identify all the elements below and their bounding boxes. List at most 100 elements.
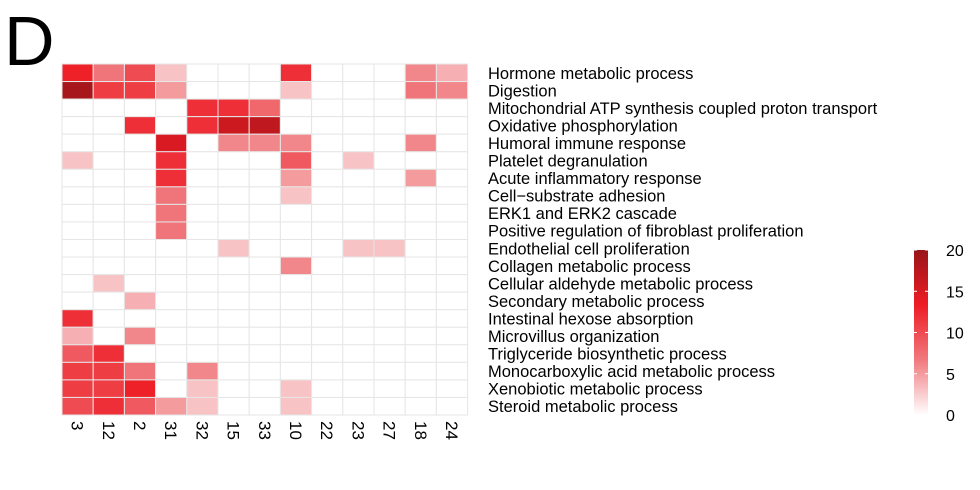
heatmap-cell xyxy=(248,168,281,188)
column-label: 24 xyxy=(442,421,461,440)
heatmap-cell xyxy=(186,133,219,153)
heatmap-cell xyxy=(404,291,437,311)
heatmap-cell xyxy=(92,186,125,205)
heatmap-cell xyxy=(342,81,375,100)
heatmap-cell xyxy=(342,361,375,381)
heatmap-cell xyxy=(61,379,94,398)
heatmap-cell xyxy=(155,344,188,363)
heatmap-cell xyxy=(435,203,469,223)
heatmap-cell xyxy=(61,186,94,205)
heatmap-cells xyxy=(61,63,469,416)
heatmap-cell xyxy=(342,98,375,118)
row-label: Microvillus organization xyxy=(488,328,660,346)
heatmap-cell xyxy=(248,133,281,153)
heatmap-cell xyxy=(186,274,219,293)
heatmap-cell xyxy=(92,221,125,240)
heatmap-cell xyxy=(61,151,94,170)
heatmap-cell xyxy=(123,133,157,153)
heatmap-cell xyxy=(186,186,219,205)
heatmap-cell xyxy=(123,344,157,363)
heatmap-cell xyxy=(279,326,313,346)
column-label: 3 xyxy=(68,421,87,430)
heatmap-cell xyxy=(373,396,406,416)
heatmap-cell xyxy=(342,168,375,188)
heatmap-cell xyxy=(435,396,469,416)
column-label: 2 xyxy=(130,421,149,430)
heatmap-cell xyxy=(123,63,157,83)
heatmap-cell xyxy=(311,239,344,258)
colorbar-tick-label: 10 xyxy=(946,326,964,343)
row-label: Monocarboxylic acid metabolic process xyxy=(488,363,775,381)
column-label: 32 xyxy=(192,421,211,440)
row-label: Intestinal hexose absorption xyxy=(488,310,693,328)
heatmap-cell xyxy=(61,221,94,240)
heatmap-cell xyxy=(342,274,375,293)
column-label: 15 xyxy=(224,421,243,440)
row-label: Oxidative phosphorylation xyxy=(488,117,678,135)
heatmap-cell xyxy=(311,203,344,223)
heatmap-cell xyxy=(92,344,125,363)
heatmap-cell xyxy=(279,239,313,258)
heatmap-cell xyxy=(123,221,157,240)
row-label: Positive regulation of fibroblast prolif… xyxy=(488,223,804,241)
heatmap-cell xyxy=(123,379,157,398)
heatmap-cell xyxy=(217,116,250,135)
heatmap-cell xyxy=(186,326,219,346)
heatmap-cell xyxy=(217,256,250,276)
heatmap-cell xyxy=(155,98,188,118)
heatmap-cell xyxy=(92,168,125,188)
row-label: Steroid metabolic process xyxy=(488,398,678,416)
heatmap-cell xyxy=(155,274,188,293)
heatmap-cell xyxy=(342,133,375,153)
row-label: Mitochondrial ATP synthesis coupled prot… xyxy=(488,100,878,118)
heatmap-cell xyxy=(435,98,469,118)
heatmap-cell xyxy=(186,256,219,276)
heatmap-cell xyxy=(92,326,125,346)
heatmap-cell xyxy=(311,221,344,240)
heatmap-cell xyxy=(342,151,375,170)
heatmap-cell xyxy=(435,344,469,363)
heatmap-cell xyxy=(248,291,281,311)
heatmap-cell xyxy=(435,291,469,311)
column-label: 12 xyxy=(99,421,118,440)
heatmap-cell xyxy=(373,309,406,328)
heatmap-cell xyxy=(404,309,437,328)
heatmap-cell xyxy=(342,256,375,276)
column-label: 22 xyxy=(317,421,336,440)
heatmap-cell xyxy=(404,168,437,188)
heatmap-cell xyxy=(217,309,250,328)
heatmap-cell xyxy=(92,98,125,118)
heatmap-cell xyxy=(123,186,157,205)
heatmap-cell xyxy=(186,379,219,398)
heatmap-cell xyxy=(61,344,94,363)
heatmap-cell xyxy=(248,396,281,416)
heatmap-cell xyxy=(186,396,219,416)
heatmap-cell xyxy=(311,133,344,153)
row-label: Digestion xyxy=(488,82,557,100)
heatmap-cell xyxy=(61,133,94,153)
heatmap-cell xyxy=(217,344,250,363)
heatmap-cell xyxy=(373,203,406,223)
heatmap-cell xyxy=(342,116,375,135)
row-label: Endothelial cell proliferation xyxy=(488,240,690,258)
row-label: Triglyceride biosynthetic process xyxy=(488,346,727,364)
heatmap-cell xyxy=(435,168,469,188)
heatmap-cell xyxy=(155,151,188,170)
heatmap-cell xyxy=(279,81,313,100)
heatmap-cell xyxy=(311,291,344,311)
heatmap-cell xyxy=(248,221,281,240)
heatmap-cell xyxy=(92,203,125,223)
heatmap-cell xyxy=(155,221,188,240)
heatmap-cell xyxy=(435,81,469,100)
heatmap-cell xyxy=(248,309,281,328)
heatmap-cell xyxy=(155,63,188,83)
heatmap-cell xyxy=(342,396,375,416)
heatmap-cell xyxy=(61,309,94,328)
heatmap-cell xyxy=(155,291,188,311)
column-label: 33 xyxy=(255,421,274,440)
heatmap-cell xyxy=(248,98,281,118)
colorbar-tick-label: 0 xyxy=(946,408,955,425)
heatmap-cell xyxy=(279,344,313,363)
row-label: Cellular aldehyde metabolic process xyxy=(488,275,753,293)
heatmap-cell xyxy=(217,326,250,346)
